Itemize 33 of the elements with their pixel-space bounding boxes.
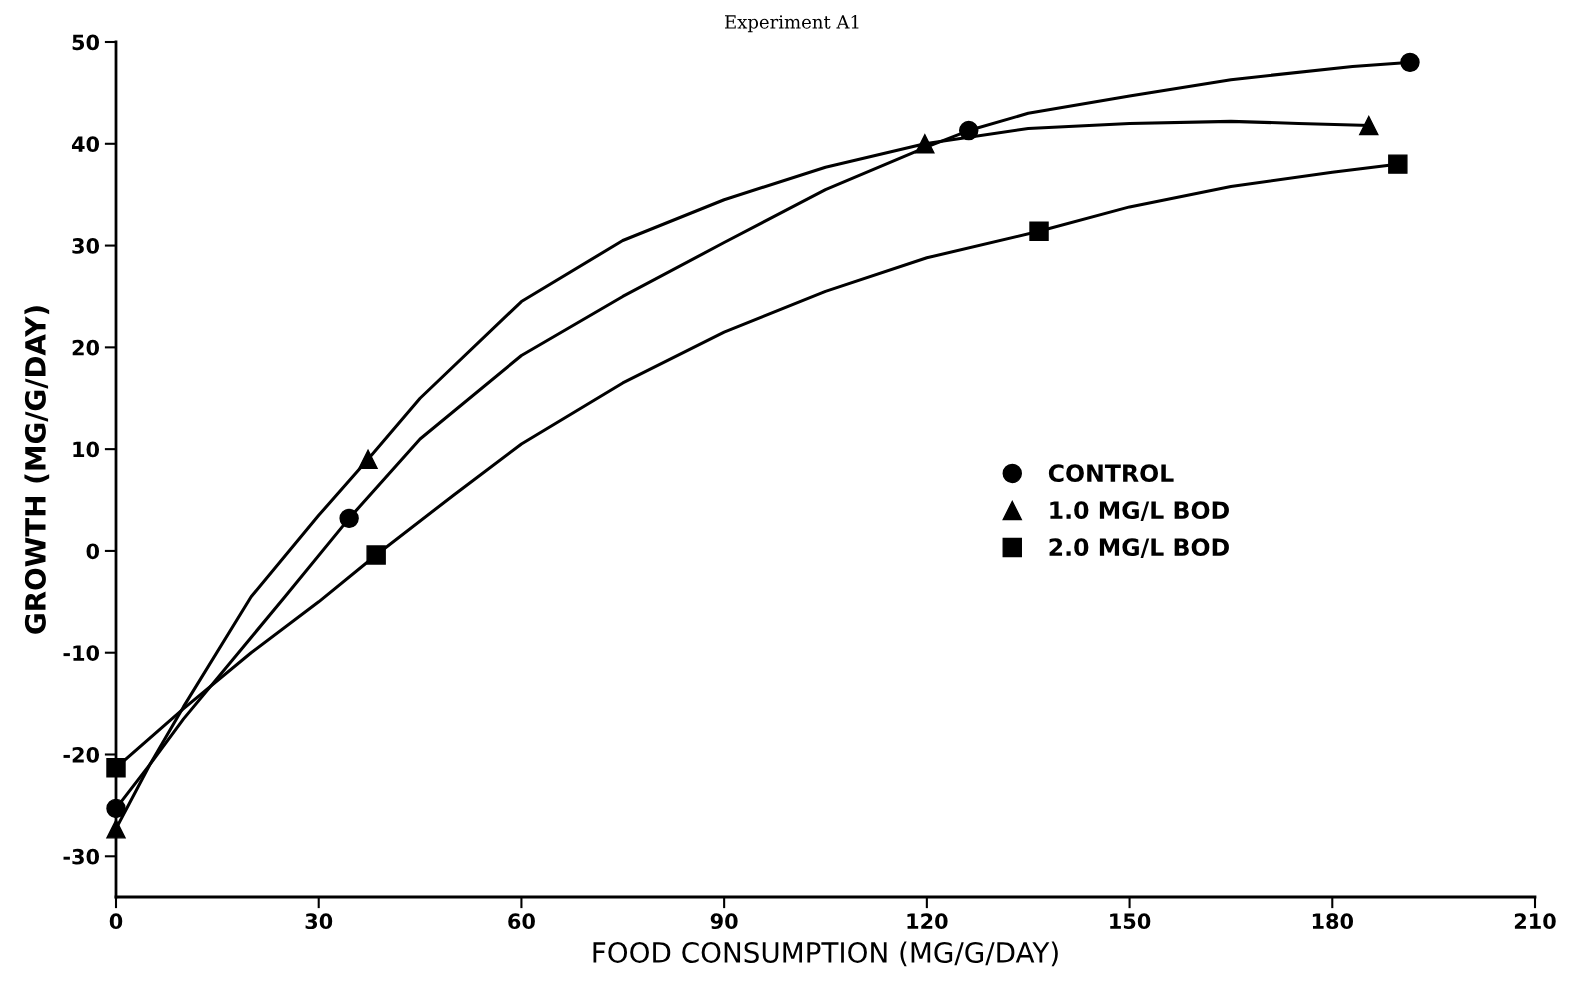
x-tick-label: 180: [1312, 913, 1354, 930]
x-tick-label: 90: [710, 913, 738, 930]
point: [1388, 154, 1408, 174]
point: [358, 449, 378, 470]
legend-label: CONTROL: [1048, 464, 1174, 483]
y-tick-label: 40: [71, 136, 100, 152]
chart-title: Experiment A1: [725, 15, 859, 33]
x-tick-label: 210: [1514, 913, 1556, 930]
y-tick-label: 30: [72, 238, 100, 254]
x-tick-label: 120: [907, 913, 948, 930]
y-tick-label: 50: [72, 34, 100, 51]
y-tick-label: -30: [63, 848, 100, 865]
point: [915, 134, 935, 154]
x-tick-label: 60: [508, 913, 535, 930]
legend-label: 1.0 MG/L BOD: [1050, 501, 1229, 521]
point: [1400, 52, 1420, 73]
point: [339, 508, 359, 529]
x-tick-label: 150: [1110, 913, 1151, 930]
point: [1029, 221, 1049, 242]
y-tick-label: 0: [86, 543, 100, 560]
point: [366, 545, 386, 565]
x-tick-label: 30: [305, 913, 333, 930]
legend-label: 2.0 MG/L BOD: [1049, 538, 1229, 558]
y-axis-title: GROWTH (MG/G/DAY): [24, 306, 50, 634]
point: [106, 758, 126, 778]
y-tick-label: -20: [63, 746, 100, 763]
y-tick-label: 20: [72, 339, 100, 356]
y-tick-label: 10: [73, 441, 100, 458]
y-tick-label: -10: [63, 645, 100, 661]
x-axis-title: FOOD CONSUMPTION (MG/G/DAY): [593, 941, 1058, 967]
point: [1359, 115, 1379, 136]
point: [959, 120, 979, 141]
x-tick-label: 0: [109, 913, 123, 930]
